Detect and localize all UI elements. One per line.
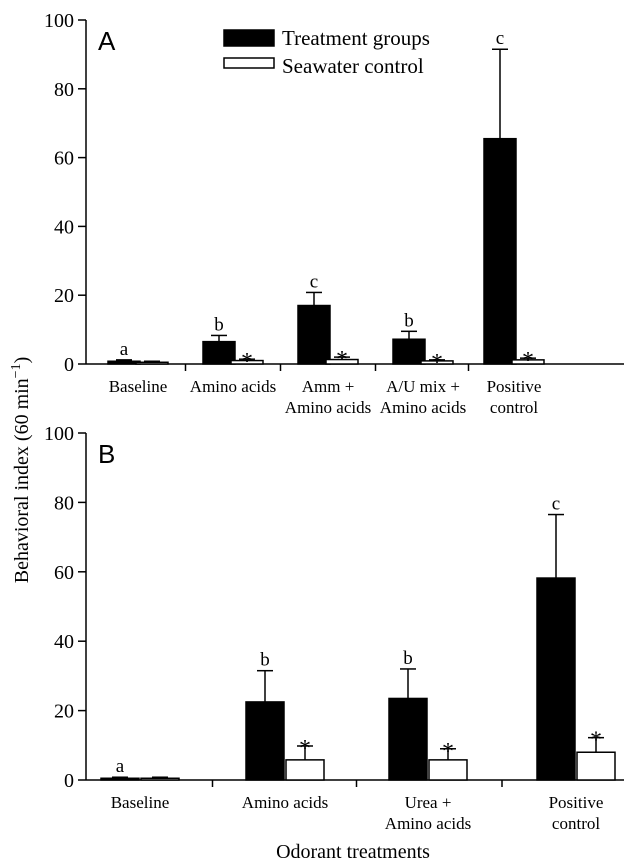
panel-b-significance-letter: a (116, 756, 125, 777)
panel-b-category-label: Positive (549, 793, 604, 812)
panel-a-significance-letter: b (214, 314, 224, 335)
panel-a-bar-treatment (483, 137, 517, 365)
legend-swatch-treatment (223, 29, 275, 47)
panel-b-category-label: control (552, 814, 600, 833)
legend: Treatment groups Seawater control (223, 26, 430, 78)
panel-b-significance-letter: c (552, 494, 560, 515)
panel-b-significance-star: * (299, 736, 311, 762)
panel-a-significance-letter: a (120, 339, 129, 360)
panel-b-y-tick-label: 40 (54, 631, 74, 653)
panel-b-bar-seawater (285, 759, 325, 781)
legend-label: Seawater control (282, 54, 424, 78)
y-axis-title-close: ) (11, 357, 33, 364)
panel-b-significance-star: * (442, 739, 454, 765)
panel-a-category-label: Positive (487, 377, 542, 396)
panel-a-significance-star: * (241, 349, 253, 375)
panel-b-y-tick-label: 100 (44, 423, 74, 445)
panel-b-bar-seawater (576, 751, 616, 781)
panel-a-bar-treatment (297, 304, 331, 365)
panel-a-significance-star: * (431, 350, 443, 376)
panel-a-y-tick-label: 0 (64, 354, 74, 376)
panel-b-chart: 0 20 40 60 80 100 Baseline Amino acids Urea + Ami… (44, 423, 624, 833)
panel-b-category-label: Amino acids (385, 814, 471, 833)
panel-b-y-tick-label: 20 (54, 701, 74, 723)
panel-b-letter: B (98, 439, 115, 469)
panel-a-category-label: Amino acids (285, 398, 371, 417)
panel-b-significance-star: * (590, 728, 602, 754)
panel-a-significance-letter: c (496, 28, 504, 49)
panel-b-bar-treatment (245, 701, 285, 781)
panel-a-chart: 0 20 40 60 80 100 Baseline Amino acids Amm + Amin… (44, 10, 624, 417)
panel-a-category-label: control (490, 398, 538, 417)
panel-a-category-label: Amino acids (190, 377, 276, 396)
panel-a-bar-seawater (135, 361, 169, 365)
x-axis-title: Odorant treatments (276, 841, 430, 863)
legend-swatch-seawater (223, 57, 275, 69)
panel-b-y-tick-label: 0 (64, 770, 74, 792)
panel-a-category-label: Baseline (109, 377, 168, 396)
panel-b-significance-letter: b (403, 648, 413, 669)
legend-label: Treatment groups (282, 26, 430, 50)
panel-a-category-label: Amm + (302, 377, 355, 396)
y-axis-title: Behavioral index (60 min−1) (9, 357, 33, 584)
panel-a-letter: A (98, 26, 116, 56)
panel-b-category-label: Urea + (405, 793, 452, 812)
panel-a-significance-star: * (522, 348, 534, 374)
panel-a-bar-treatment (392, 338, 426, 365)
panel-b-y-tick-label: 60 (54, 562, 74, 584)
panel-a-category-label: Amino acids (380, 398, 466, 417)
panel-b-bar-treatment (388, 697, 428, 781)
panel-a-y-tick-label: 20 (54, 285, 74, 307)
panel-a-y-tick-label: 100 (44, 10, 74, 32)
panel-a-significance-letter: c (310, 271, 318, 292)
panel-b-y-tick-label: 80 (54, 492, 74, 514)
panel-b-bar-seawater (140, 777, 180, 781)
panel-b-category-label: Amino acids (242, 793, 328, 812)
panel-b-bar-treatment (100, 777, 140, 781)
panel-a-y-tick-label: 40 (54, 216, 74, 238)
panel-a-y-tick-label: 60 (54, 148, 74, 170)
panel-a-category-label: A/U mix + (386, 377, 460, 396)
y-axis-title-unit-superscript: −1 (9, 363, 24, 378)
panel-a-significance-star: * (336, 347, 348, 373)
panel-a-bar-treatment (202, 340, 236, 365)
y-axis-title-text: Behavioral index (60 min (11, 378, 33, 583)
panel-b-significance-letter: b (260, 650, 270, 671)
panel-a-bar-treatment (107, 360, 141, 365)
panel-b-bar-treatment (536, 577, 576, 781)
panel-a-y-tick-label: 80 (54, 79, 74, 101)
panel-a-significance-letter: b (404, 310, 414, 331)
panel-b-category-label: Baseline (111, 793, 170, 812)
